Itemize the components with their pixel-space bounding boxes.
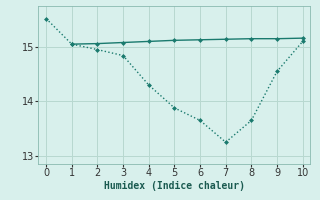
X-axis label: Humidex (Indice chaleur): Humidex (Indice chaleur) [104,181,245,191]
